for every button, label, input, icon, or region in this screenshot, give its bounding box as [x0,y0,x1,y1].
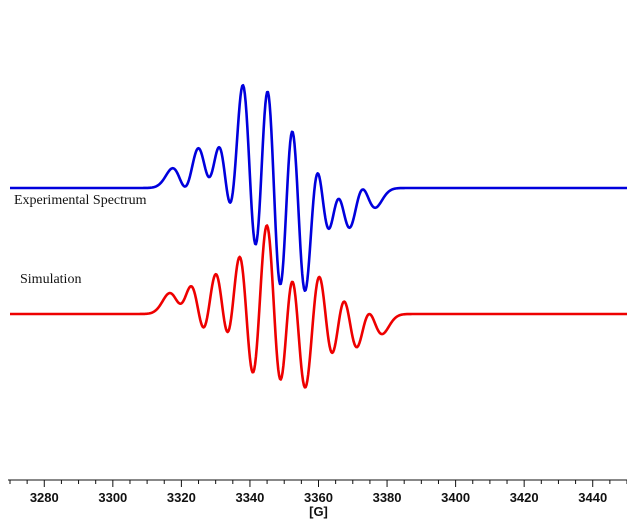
x-tick-label: 3420 [510,490,539,505]
x-tick-label: 3320 [167,490,196,505]
x-axis: 3280 3300 3320 3340 3360 3380 3400 3420 3440 [8,479,627,505]
series-label-simulation: Simulation [20,272,81,287]
x-tick-label: 3280 [30,490,59,505]
series-lines [9,84,627,389]
x-tick-label: 3400 [441,490,470,505]
series-line-simulation [9,224,627,389]
x-tick-label: 3340 [235,490,264,505]
x-tick-label: 3300 [98,490,127,505]
series-label-experimental: Experimental Spectrum [14,193,147,208]
series-line-experimental [9,84,627,292]
x-tick-label: 3440 [578,490,607,505]
x-tick-label: 3380 [373,490,402,505]
x-axis-label: [G] [309,504,328,519]
x-tick-label: 3360 [304,490,333,505]
